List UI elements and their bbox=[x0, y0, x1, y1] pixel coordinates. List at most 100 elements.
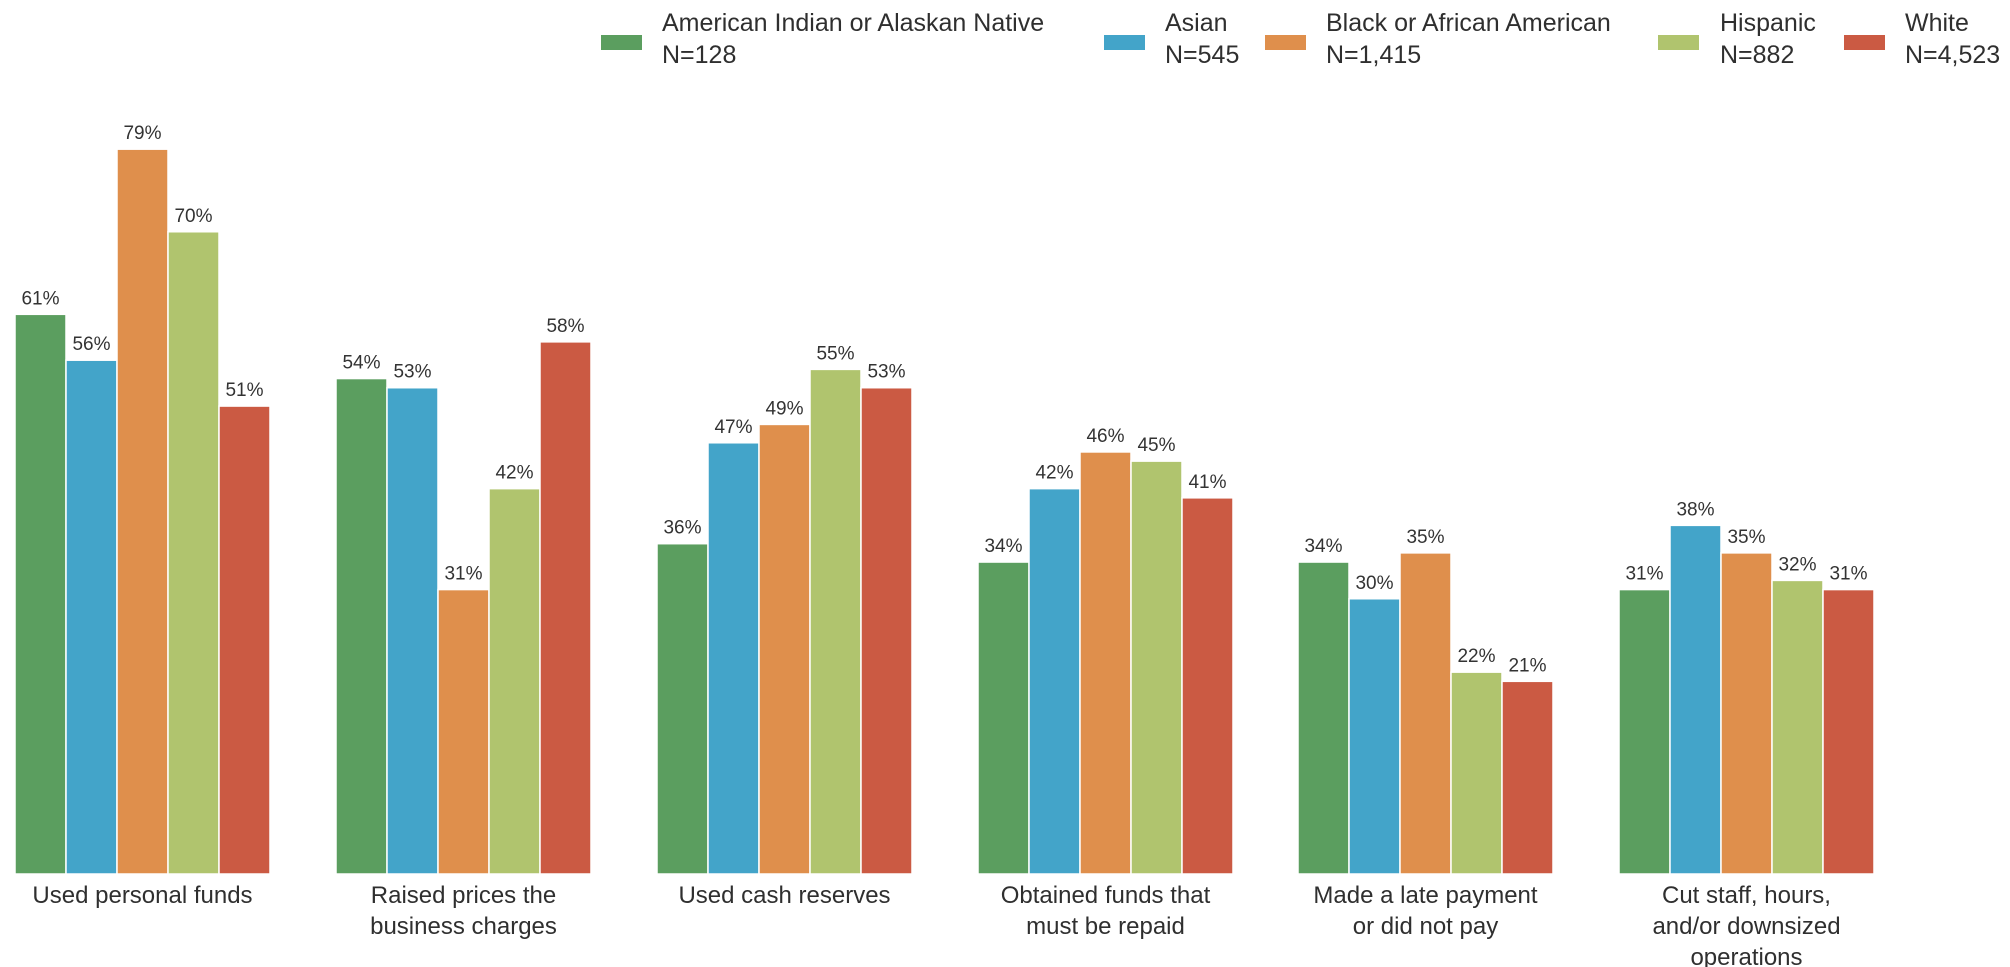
legend-sample-size: N=545 bbox=[1165, 41, 1239, 69]
data-label: 30% bbox=[1355, 573, 1393, 594]
bar-group-made-a-late-payment-or-did-not-pay: 34% 30% 35% 22% 21% bbox=[1297, 527, 1554, 875]
data-label: 42% bbox=[495, 463, 533, 484]
data-label: 55% bbox=[816, 343, 854, 364]
category-label-line: business charges bbox=[370, 913, 557, 940]
bar-american-indian-or-alaskan-native bbox=[14, 313, 67, 875]
data-label: 31% bbox=[444, 564, 482, 585]
data-label: 56% bbox=[72, 334, 110, 355]
category-label: Raised prices the business charges bbox=[370, 882, 557, 940]
data-label: 70% bbox=[174, 206, 212, 227]
bar-asian bbox=[386, 386, 439, 875]
legend-sample-size: N=882 bbox=[1720, 41, 1794, 69]
legend-series-name: Hispanic bbox=[1720, 9, 1816, 37]
data-label: 34% bbox=[1304, 536, 1342, 557]
bar-hispanic bbox=[488, 487, 541, 875]
bar-white bbox=[539, 341, 592, 875]
data-label: 32% bbox=[1778, 554, 1816, 575]
data-label: 51% bbox=[225, 380, 263, 401]
data-label: 38% bbox=[1676, 499, 1714, 520]
bar-american-indian-or-alaskan-native bbox=[977, 561, 1030, 875]
data-label: 36% bbox=[663, 518, 701, 539]
category-label: Used personal funds bbox=[32, 882, 252, 909]
bar-asian bbox=[1348, 598, 1401, 875]
category-label: Cut staff, hours, and/or downsized operati… bbox=[1652, 882, 1840, 967]
legend-swatch bbox=[1104, 35, 1145, 50]
data-label: 42% bbox=[1035, 463, 1073, 484]
bar-hispanic bbox=[167, 231, 220, 875]
bar-asian bbox=[1028, 487, 1081, 875]
bar-asian bbox=[707, 442, 760, 875]
legend-item-asian: Asian N=545 bbox=[1104, 9, 1239, 69]
data-label: 61% bbox=[21, 288, 59, 309]
category-label-line: Cut staff, hours, bbox=[1662, 882, 1831, 909]
data-label: 35% bbox=[1406, 527, 1444, 548]
bar-group-cut-staff-hours-and-or-downsized-operations: 31% 38% 35% 32% 31% bbox=[1618, 499, 1875, 875]
bar-black-or-african-american bbox=[437, 588, 490, 875]
bar-hispanic bbox=[1771, 579, 1824, 875]
bar-american-indian-or-alaskan-native bbox=[1618, 588, 1671, 875]
legend-item-american-indian-or-alaskan-native: American Indian or Alaskan Native N=128 bbox=[601, 9, 1044, 69]
bar-american-indian-or-alaskan-native bbox=[1297, 561, 1350, 875]
category-label-line: operations bbox=[1690, 944, 1802, 967]
bar-white bbox=[1822, 588, 1875, 875]
data-label: 31% bbox=[1829, 564, 1867, 585]
bar-black-or-african-american bbox=[1720, 552, 1773, 875]
chart-legend: American Indian or Alaskan Native N=128 As… bbox=[601, 9, 2000, 69]
legend-swatch bbox=[1658, 35, 1699, 50]
data-label: 46% bbox=[1086, 426, 1124, 447]
legend-series-name: American Indian or Alaskan Native bbox=[662, 9, 1044, 37]
bar-hispanic bbox=[1130, 460, 1183, 875]
bar-black-or-african-american bbox=[758, 423, 811, 875]
legend-swatch bbox=[601, 35, 642, 50]
data-label: 35% bbox=[1727, 527, 1765, 548]
bar-group-raised-prices-the-business-charges: 54% 53% 31% 42% 58% bbox=[335, 316, 592, 875]
data-label: 53% bbox=[867, 362, 905, 383]
legend-sample-size: N=128 bbox=[662, 41, 736, 69]
legend-series-name: White bbox=[1905, 9, 1969, 37]
bar-group-used-personal-funds: 61% 56% 79% 70% 51% bbox=[14, 123, 271, 875]
category-label-line: or did not pay bbox=[1353, 913, 1498, 940]
bar-american-indian-or-alaskan-native bbox=[335, 377, 388, 875]
legend-sample-size: N=1,415 bbox=[1326, 41, 1421, 69]
legend-series-name: Asian bbox=[1165, 9, 1228, 37]
category-label-line: Used cash reserves bbox=[678, 882, 890, 909]
data-label: 22% bbox=[1457, 646, 1495, 667]
data-label: 49% bbox=[765, 398, 803, 419]
data-label: 31% bbox=[1625, 564, 1663, 585]
legend-series-name: Black or African American bbox=[1326, 9, 1611, 37]
category-label: Used cash reserves bbox=[678, 882, 890, 909]
bar-white bbox=[218, 405, 271, 875]
category-label: Obtained funds that must be repaid bbox=[1001, 882, 1211, 940]
bar-white bbox=[1181, 497, 1234, 875]
bar-white bbox=[860, 386, 913, 875]
legend-item-hispanic: Hispanic N=882 bbox=[1658, 9, 1816, 69]
bar-group-used-cash-reserves: 36% 47% 49% 55% 53% bbox=[656, 343, 913, 875]
data-label: 34% bbox=[984, 536, 1022, 557]
category-label-line: Made a late payment bbox=[1313, 882, 1537, 909]
data-label: 54% bbox=[342, 353, 380, 374]
legend-swatch bbox=[1844, 35, 1885, 50]
legend-swatch bbox=[1265, 35, 1306, 50]
category-label-line: Obtained funds that bbox=[1001, 882, 1211, 909]
bar-white bbox=[1501, 680, 1554, 875]
x-axis-category-labels: Used personal funds Raised prices the busi… bbox=[32, 882, 1840, 967]
legend-item-black-or-african-american: Black or African American N=1,415 bbox=[1265, 9, 1611, 69]
data-label: 58% bbox=[546, 316, 584, 337]
data-label: 47% bbox=[714, 417, 752, 438]
category-label-line: must be repaid bbox=[1026, 913, 1185, 940]
bar-asian bbox=[1669, 524, 1722, 875]
data-label: 41% bbox=[1188, 472, 1226, 493]
category-label-line: Used personal funds bbox=[32, 882, 252, 909]
bar-hispanic bbox=[809, 368, 862, 875]
category-label-line: Raised prices the bbox=[371, 882, 556, 909]
bar-american-indian-or-alaskan-native bbox=[656, 542, 709, 875]
bar-black-or-african-american bbox=[116, 148, 169, 875]
bar-hispanic bbox=[1450, 671, 1503, 875]
bar-asian bbox=[65, 359, 118, 875]
bar-group-obtained-funds-that-must-be-repaid: 34% 42% 46% 45% 41% bbox=[977, 426, 1234, 875]
data-label: 79% bbox=[123, 123, 161, 144]
plot-area: 61% 56% 79% 70% 51% 54% 53% 31% 42% 58% 36% 47% 49% 5… bbox=[14, 123, 1875, 875]
category-label-line: and/or downsized bbox=[1652, 913, 1840, 940]
data-label: 21% bbox=[1508, 655, 1546, 676]
